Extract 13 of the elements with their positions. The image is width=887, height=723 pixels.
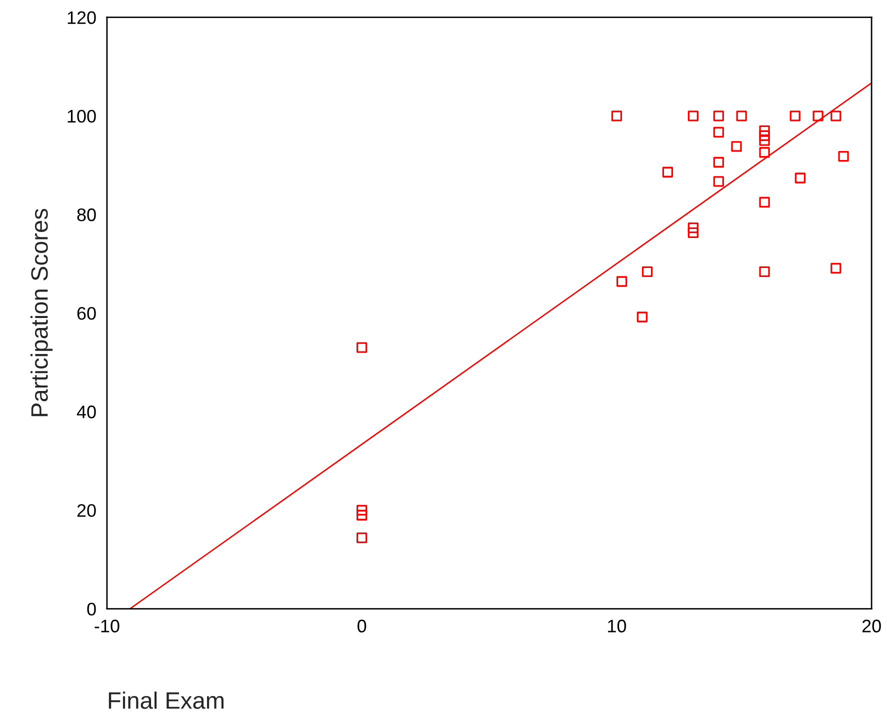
- y-tick-label: 120: [68, 11, 96, 24]
- y-tick-label: 40: [76, 406, 96, 418]
- y-axis-title: Participation Scores: [30, 208, 53, 416]
- x-tick-label: 0: [358, 620, 366, 632]
- y-tick-label: 60: [77, 306, 96, 320]
- y-tick-label: 100: [68, 110, 96, 123]
- x-tick-label: 20: [862, 620, 881, 632]
- x-tick-label: -10: [94, 620, 120, 632]
- y-tick-label: 20: [77, 504, 96, 517]
- x-tick-label: 10: [608, 620, 626, 632]
- x-axis-title: Final Exam: [108, 692, 224, 709]
- y-tick-label: 80: [77, 208, 96, 222]
- y-tick-label: 0: [87, 602, 96, 616]
